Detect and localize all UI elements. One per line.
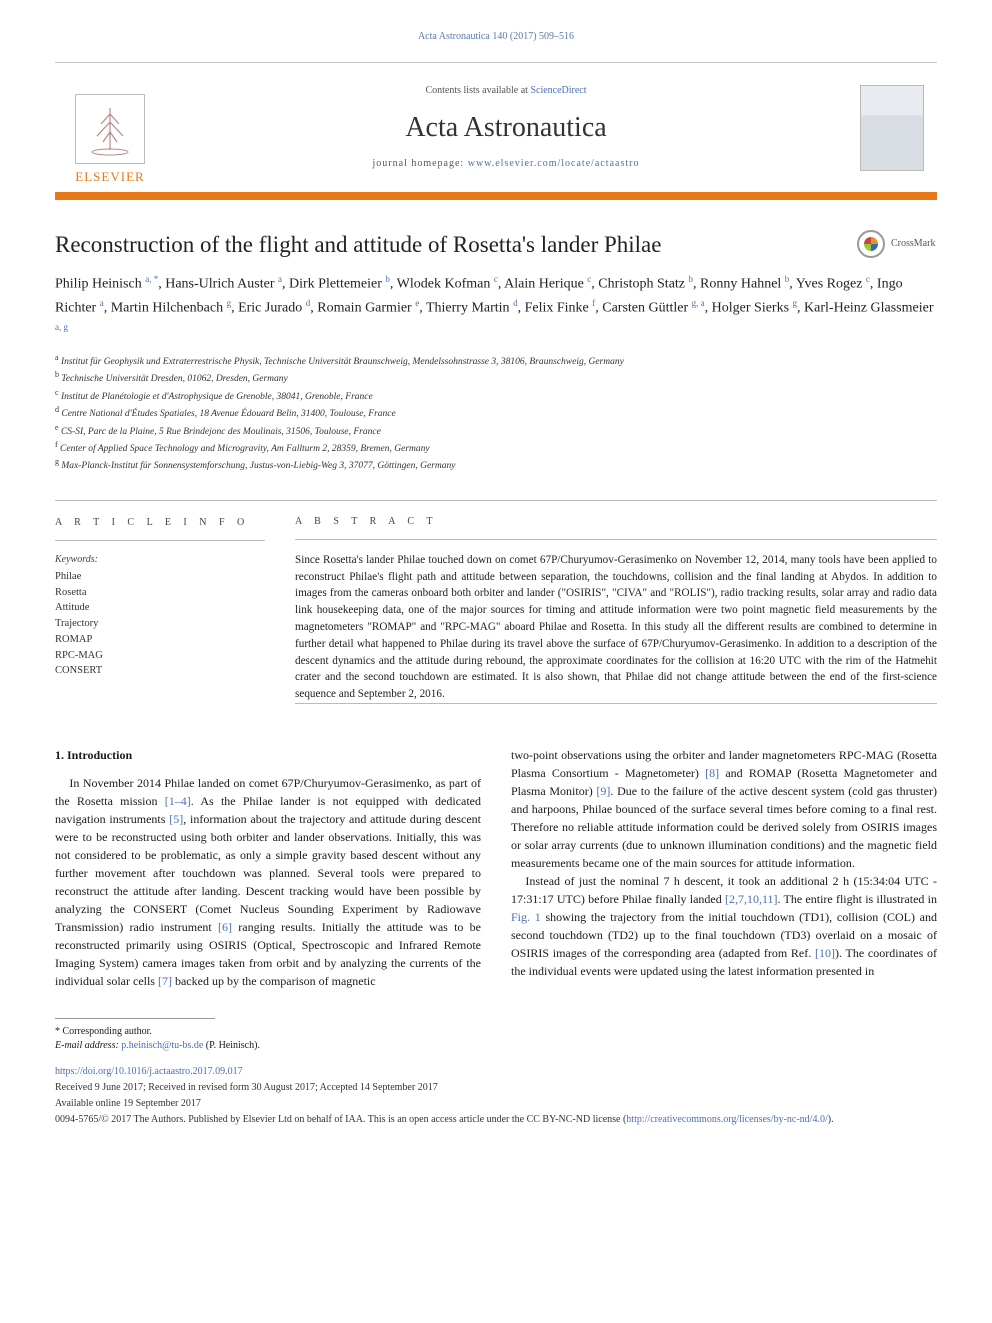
author-list: Philip Heinisch a, *, Hans-Ulrich Auster… bbox=[55, 272, 937, 344]
body-column-left: 1. Introduction In November 2014 Philae … bbox=[55, 746, 481, 990]
license-link[interactable]: http://creativecommons.org/licenses/by-n… bbox=[626, 1114, 827, 1125]
crossmark-label: CrossMark bbox=[891, 237, 935, 251]
abstract-block: A B S T R A C T Since Rosetta's lander P… bbox=[295, 501, 937, 716]
corresponding-email-link[interactable]: p.heinisch@tu-bs.de bbox=[121, 1040, 203, 1051]
cover-image-icon bbox=[860, 85, 924, 171]
sciencedirect-link[interactable]: ScienceDirect bbox=[530, 85, 586, 96]
publisher-logo-block: ELSEVIER bbox=[55, 63, 165, 192]
article-history: Received 9 June 2017; Received in revise… bbox=[55, 1081, 937, 1095]
section-heading: 1. Introduction bbox=[55, 746, 481, 764]
keyword-item: Philae bbox=[55, 569, 265, 585]
keywords-label: Keywords: bbox=[55, 553, 265, 567]
keyword-item: CONSERT bbox=[55, 663, 265, 679]
doi-link[interactable]: https://doi.org/10.1016/j.actaastro.2017… bbox=[55, 1066, 243, 1077]
rule bbox=[295, 539, 937, 540]
journal-cover-thumb bbox=[847, 63, 937, 192]
citation-link[interactable]: [8] bbox=[705, 766, 719, 780]
affiliation-item: f Center of Applied Space Technology and… bbox=[55, 439, 937, 456]
affiliation-item: b Technische Universität Dresden, 01062,… bbox=[55, 369, 937, 386]
rule bbox=[55, 540, 265, 541]
paragraph: In November 2014 Philae landed on comet … bbox=[55, 774, 481, 990]
keyword-item: Rosetta bbox=[55, 585, 265, 601]
elsevier-tree-icon bbox=[75, 94, 145, 164]
affiliation-item: g Max-Planck-Institut für Sonnensystemfo… bbox=[55, 456, 937, 473]
keyword-item: ROMAP bbox=[55, 632, 265, 648]
keyword-item: Trajectory bbox=[55, 616, 265, 632]
accent-bar bbox=[55, 192, 937, 200]
email-label: E-mail address: bbox=[55, 1040, 119, 1051]
keyword-item: RPC-MAG bbox=[55, 648, 265, 664]
citation-link[interactable]: [1–4] bbox=[165, 794, 191, 808]
citation-link[interactable]: [7] bbox=[158, 974, 172, 988]
citation-link[interactable]: [6] bbox=[218, 920, 232, 934]
corresponding-label: * Corresponding author. bbox=[55, 1025, 937, 1039]
article-info-heading: A R T I C L E I N F O bbox=[55, 516, 265, 530]
affiliation-item: d Centre National d'Études Spatiales, 18… bbox=[55, 404, 937, 421]
body-text: 1. Introduction In November 2014 Philae … bbox=[55, 746, 937, 990]
keywords-list: PhilaeRosettaAttitudeTrajectoryROMAPRPC-… bbox=[55, 569, 265, 679]
affiliation-item: c Institut de Planétologie et d'Astrophy… bbox=[55, 387, 937, 404]
section-number: 1. bbox=[55, 748, 64, 762]
email-attribution: (P. Heinisch). bbox=[206, 1040, 260, 1051]
citation-link[interactable]: [10] bbox=[815, 946, 835, 960]
license-suffix: ). bbox=[828, 1114, 834, 1125]
article-title: Reconstruction of the flight and attitud… bbox=[55, 230, 837, 260]
article-info-block: A R T I C L E I N F O Keywords: PhilaeRo… bbox=[55, 501, 265, 716]
citation-link[interactable]: [2,7,10,11] bbox=[725, 892, 778, 906]
doi-line: https://doi.org/10.1016/j.actaastro.2017… bbox=[55, 1065, 937, 1079]
license-prefix: 0094-5765/© 2017 The Authors. Published … bbox=[55, 1114, 626, 1125]
citation-link[interactable]: [9] bbox=[596, 784, 610, 798]
paragraph: two-point observations using the orbiter… bbox=[511, 746, 937, 872]
contents-prefix: Contents lists available at bbox=[425, 85, 530, 96]
publisher-name: ELSEVIER bbox=[75, 168, 144, 186]
contents-lists-line: Contents lists available at ScienceDirec… bbox=[425, 84, 586, 98]
section-title: Introduction bbox=[67, 748, 132, 762]
keyword-item: Attitude bbox=[55, 600, 265, 616]
corresponding-author-block: * Corresponding author. E-mail address: … bbox=[55, 1025, 937, 1053]
rule bbox=[295, 703, 937, 704]
running-head: Acta Astronautica 140 (2017) 509–516 bbox=[55, 30, 937, 44]
journal-homepage-link[interactable]: www.elsevier.com/locate/actaastro bbox=[468, 158, 640, 169]
paragraph: Instead of just the nominal 7 h descent,… bbox=[511, 872, 937, 980]
journal-header: ELSEVIER Contents lists available at Sci… bbox=[55, 62, 937, 192]
affiliation-item: e CS-SI, Parc de la Plaine, 5 Rue Brinde… bbox=[55, 422, 937, 439]
footnote-rule bbox=[55, 1018, 215, 1019]
affiliation-item: a Institut für Geophysik und Extraterres… bbox=[55, 352, 937, 369]
crossmark-badge[interactable]: CrossMark bbox=[857, 230, 937, 258]
available-online: Available online 19 September 2017 bbox=[55, 1097, 937, 1111]
figure-link[interactable]: Fig. 1 bbox=[511, 910, 541, 924]
crossmark-icon bbox=[857, 230, 885, 258]
journal-title: Acta Astronautica bbox=[405, 108, 606, 147]
citation-link[interactable]: [5] bbox=[169, 812, 183, 826]
body-column-right: two-point observations using the orbiter… bbox=[511, 746, 937, 990]
affiliation-list: a Institut für Geophysik und Extraterres… bbox=[55, 352, 937, 474]
journal-homepage-line: journal homepage: www.elsevier.com/locat… bbox=[373, 157, 640, 171]
homepage-prefix: journal homepage: bbox=[373, 158, 468, 169]
abstract-text: Since Rosetta's lander Philae touched do… bbox=[295, 552, 937, 703]
abstract-heading: A B S T R A C T bbox=[295, 515, 937, 529]
license-line: 0094-5765/© 2017 The Authors. Published … bbox=[55, 1113, 937, 1127]
